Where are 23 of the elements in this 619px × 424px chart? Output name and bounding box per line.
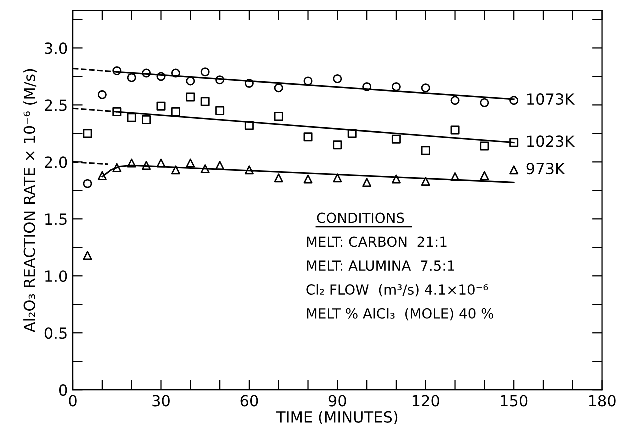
x-tick-label: 30 bbox=[152, 395, 170, 407]
annotation: MELT: ALUMINA 7.5:1 bbox=[307, 260, 454, 272]
annotation: Cl₂ FLOW (m³/s) 4.1×10⁻⁶ bbox=[306, 284, 488, 297]
x-tick-label: 120 bbox=[412, 395, 440, 407]
y-tick-label: 0 bbox=[59, 384, 68, 396]
legend-label: 1073K bbox=[528, 94, 576, 106]
legend-label: 973K bbox=[526, 163, 566, 175]
x-tick-label: 180 bbox=[589, 395, 616, 407]
y-tick-label: 1.0 bbox=[46, 270, 68, 282]
y-tick-label: 2.0 bbox=[45, 156, 68, 168]
y-tick-label: 2.5 bbox=[45, 100, 67, 112]
x-tick-label: 60 bbox=[240, 395, 258, 407]
annotation: MELT: CARBON 21:1 bbox=[307, 236, 447, 248]
x-tick-label: 0 bbox=[69, 395, 77, 407]
x-tick-label: 150 bbox=[501, 395, 528, 407]
y-tick-label: 0.5 bbox=[44, 328, 67, 340]
y-tick-label: 1.5 bbox=[46, 214, 67, 226]
annotation: MELT % AlCl₃ (MOLE) 40 % bbox=[307, 308, 494, 321]
legend-label: 1023K bbox=[528, 136, 576, 148]
y-axis-title: Al₂O₃ REACTION RATE × 10⁻⁶ (M/s) bbox=[24, 69, 38, 332]
y-tick-label: 3.0 bbox=[45, 42, 68, 54]
annotation: CONDITIONS bbox=[317, 212, 404, 224]
x-tick-label: 90 bbox=[328, 395, 346, 407]
